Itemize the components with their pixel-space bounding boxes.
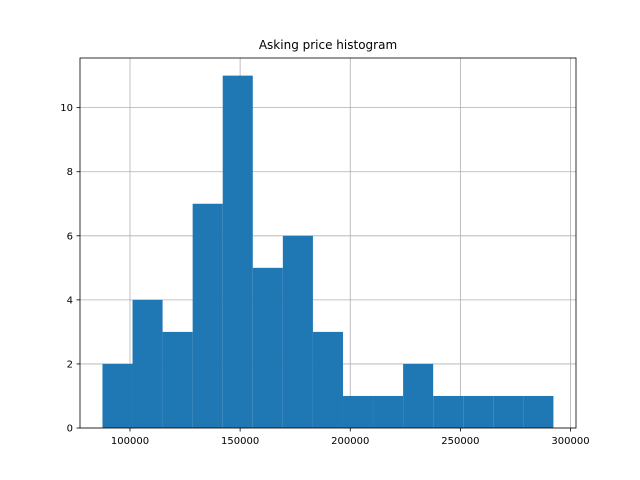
histogram-bar [192,203,223,428]
histogram-bar [132,299,163,428]
ticks-layer: 100000 150000 200000 250000 300000 0 2 4 6 8 10 [60,103,589,447]
histogram-bar [463,395,494,428]
histogram-bar [102,363,133,428]
x-tick-label: 200000 [331,436,369,447]
y-tick-label: 4 [67,295,73,306]
chart-title: Asking price histogram [259,38,397,52]
y-tick-label: 0 [67,424,73,435]
histogram-bar [523,395,554,428]
histogram-bar [162,331,193,428]
x-tick-label: 300000 [551,436,589,447]
histogram-bar [252,267,283,428]
histogram-bar [282,235,313,428]
histogram-bar [342,395,374,428]
y-tick-label: 8 [67,167,73,178]
histogram-bar [373,395,404,428]
y-tick-label: 6 [67,231,73,242]
histogram-bar [433,395,464,428]
x-tick-label: 250000 [441,436,479,447]
x-tick-label: 150000 [221,436,259,447]
y-tick-label: 2 [67,359,73,370]
histogram-bar [493,395,524,428]
y-tick-label: 10 [60,103,73,114]
x-tick-label: 100000 [111,436,149,447]
bars-layer [102,75,554,428]
histogram-bar [403,363,434,428]
histogram-bar [222,75,253,428]
plot-frame [79,57,577,429]
histogram-bar [312,331,343,428]
